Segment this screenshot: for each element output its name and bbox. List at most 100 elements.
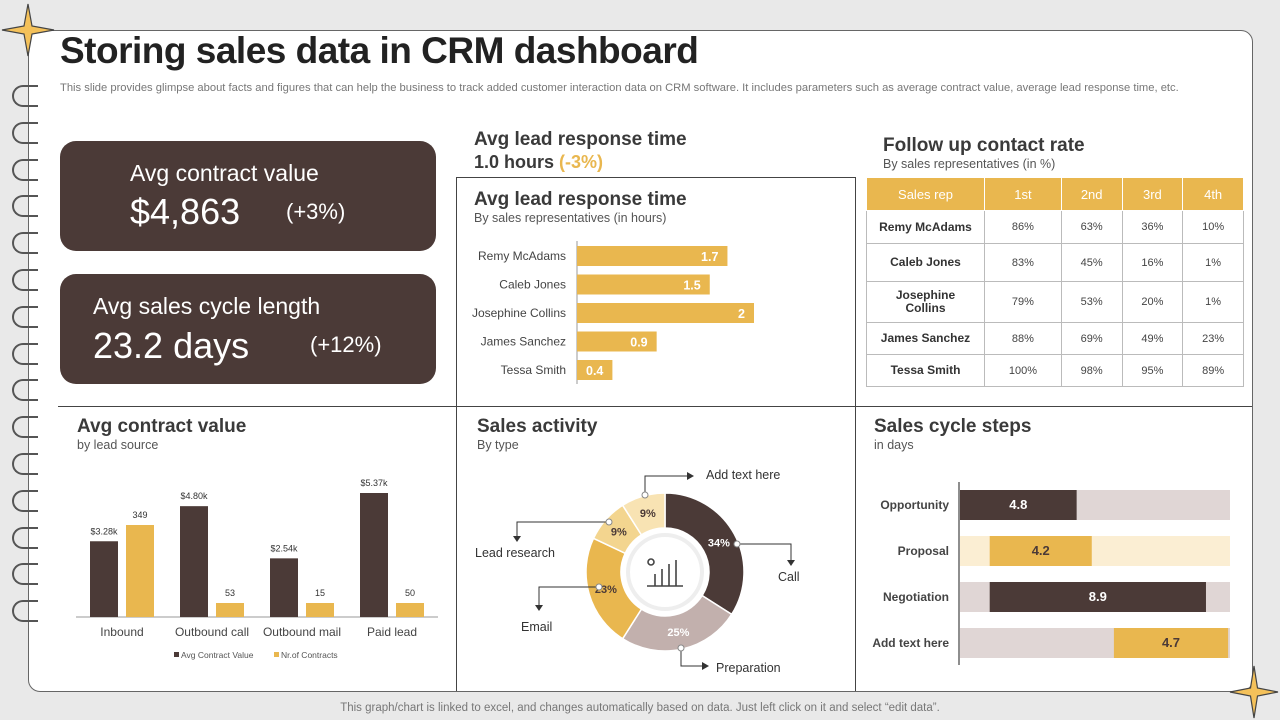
chart-icon xyxy=(647,558,683,587)
callout-arrow xyxy=(702,662,709,670)
divider xyxy=(456,177,457,691)
kpi-card-contract-value: Avg contract value $4,863 (+3%) xyxy=(60,141,436,251)
bar xyxy=(960,490,1077,520)
callout-label: Lead research xyxy=(475,546,555,560)
ring-icon xyxy=(12,489,38,512)
tick-label: Opportunity xyxy=(880,498,949,512)
follow-up-title: Follow up contact rate xyxy=(883,135,1085,156)
follow-up-subtitle: By sales representatives (in %) xyxy=(883,157,1056,171)
data-label: 1.7 xyxy=(701,250,718,264)
callout-label: Call xyxy=(778,570,800,584)
ring-icon xyxy=(12,563,38,586)
ring-icon xyxy=(12,85,38,107)
table-cell: 83% xyxy=(984,243,1062,282)
kpi-change: (+3%) xyxy=(286,199,346,224)
table-cell: 89% xyxy=(1182,354,1244,387)
data-label: $2.54k xyxy=(270,543,298,553)
page-subtitle: This slide provides glimpse about facts … xyxy=(60,82,1179,94)
ring-icon xyxy=(12,416,38,439)
data-label: 34% xyxy=(708,537,730,549)
callout-dot xyxy=(677,644,685,652)
data-label: 1.5 xyxy=(683,279,700,293)
callout-line xyxy=(644,475,692,495)
callout-label: Preparation xyxy=(716,661,781,675)
bar xyxy=(270,558,298,617)
callout-arrow xyxy=(687,472,694,480)
ring-icon xyxy=(12,600,38,623)
bar xyxy=(306,603,334,617)
tick-label: James Sanchez xyxy=(481,335,566,349)
lead-header-value: 1.0 hours xyxy=(474,152,555,172)
tick-label: Proposal xyxy=(898,544,949,558)
bar xyxy=(577,246,728,266)
bar xyxy=(577,331,657,352)
callout-dot xyxy=(733,540,741,548)
callout-label: Add text here xyxy=(706,468,780,482)
table-cell: 45% xyxy=(1060,243,1123,282)
table-row: Remy McAdams 86% 63% 36% 10% xyxy=(866,210,1244,244)
lead-header-change: (-3%) xyxy=(559,152,604,172)
table-cell: Remy McAdams xyxy=(866,210,985,244)
contract-value-chart: $3.28k 349 Inbound $4.80k 53 Outbound call $2.… xyxy=(76,478,438,660)
bar xyxy=(989,582,1206,612)
table-cell: Josephine Collins xyxy=(866,281,985,323)
callout-arrow xyxy=(787,560,795,566)
table-row: James Sanchez 88% 69% 49% 23% xyxy=(866,322,1244,355)
data-label: 9% xyxy=(611,526,627,538)
ring-icon xyxy=(12,232,38,255)
lead-chart-title: Avg lead response time xyxy=(474,189,687,210)
table-cell: 63% xyxy=(1060,210,1123,244)
follow-up-table: Sales rep 1st 2nd 3rd 4th Remy McAdams 8… xyxy=(866,177,1244,387)
tick-label: Tessa Smith xyxy=(501,363,566,377)
star-icon xyxy=(1,3,55,57)
ring-icon xyxy=(12,526,38,549)
data-label: 8.9 xyxy=(1089,589,1107,604)
callout-arrow xyxy=(535,605,543,611)
bar xyxy=(1113,628,1229,658)
bar xyxy=(989,536,1092,566)
column-header: 4th xyxy=(1182,177,1244,211)
bar xyxy=(396,603,424,617)
lead-response-chart: Remy McAdams 1.7 Caleb Jones 1.5 Josephine C… xyxy=(472,241,754,384)
table-cell: 53% xyxy=(1060,281,1123,323)
callout-line xyxy=(538,586,599,610)
donut-slice xyxy=(664,492,745,616)
divider xyxy=(58,406,1252,407)
column-header: Sales rep xyxy=(866,177,985,211)
data-label: 0.9 xyxy=(630,336,647,350)
ring-icon xyxy=(12,195,38,218)
callout-arrow xyxy=(513,536,521,542)
cycle-chart-title: Sales cycle steps xyxy=(874,416,1032,437)
tick-label: Outbound call xyxy=(175,625,249,639)
notebook-rings xyxy=(12,85,42,645)
data-label: 0.4 xyxy=(586,364,603,378)
footer-note: This graph/chart is linked to excel, and… xyxy=(340,702,940,714)
tick-label: Josephine Collins xyxy=(472,306,566,320)
bar xyxy=(216,603,244,617)
person-icon xyxy=(647,558,655,566)
ring-icon xyxy=(12,269,38,291)
table-row: Josephine Collins 79% 53% 20% 1% xyxy=(866,281,1244,323)
legend-swatch xyxy=(174,652,179,657)
table-cell: 16% xyxy=(1121,243,1184,282)
callout-line xyxy=(737,543,792,565)
table-cell: Caleb Jones xyxy=(866,243,985,282)
table-cell: 88% xyxy=(984,322,1062,355)
chart-icon-bars xyxy=(647,560,683,587)
legend-swatch xyxy=(274,652,279,657)
data-label: 4.2 xyxy=(1032,543,1050,558)
bar xyxy=(180,506,208,617)
table-cell: 95% xyxy=(1121,354,1184,387)
donut-center xyxy=(626,533,704,611)
column-header: 3rd xyxy=(1121,177,1184,211)
tick-label: Paid lead xyxy=(367,625,417,639)
kpi-label: Avg sales cycle length xyxy=(93,293,321,319)
lead-chart-subtitle: By sales representatives (in hours) xyxy=(474,211,667,225)
activity-chart-subtitle: By type xyxy=(477,438,519,452)
table-header-row: Sales rep 1st 2nd 3rd 4th xyxy=(866,177,1244,211)
legend-label: Nr.of Contracts xyxy=(281,650,338,660)
lead-header-title: Avg lead response time xyxy=(474,129,687,150)
data-label: 4.7 xyxy=(1162,635,1180,650)
data-label: $4.80k xyxy=(180,491,208,501)
bar xyxy=(577,360,613,380)
